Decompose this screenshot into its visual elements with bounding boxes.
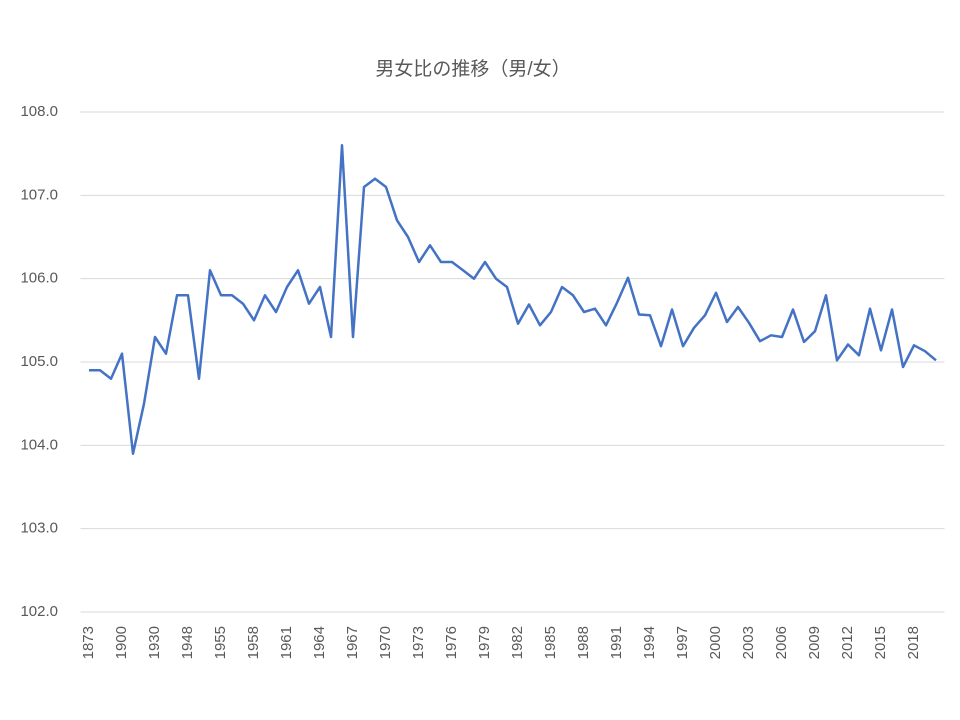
- y-tick-label: 108.0: [20, 103, 58, 120]
- y-tick-label: 104.0: [20, 436, 58, 453]
- x-tick-label: 1930: [146, 626, 163, 659]
- x-tick-label: 1964: [311, 626, 328, 659]
- x-tick-label: 1961: [278, 626, 295, 659]
- x-tick-label: 2000: [707, 626, 724, 659]
- y-tick-label: 102.0: [20, 603, 58, 620]
- x-tick-label: 2015: [872, 626, 889, 659]
- y-tick-label: 106.0: [20, 270, 58, 287]
- x-tick-label: 1988: [575, 626, 592, 659]
- x-tick-label: 1997: [674, 626, 691, 659]
- x-tick-label: 1873: [80, 626, 97, 659]
- x-tick-label: 1976: [443, 626, 460, 659]
- x-tick-label: 1958: [245, 626, 262, 659]
- chart-title: 男女比の推移（男/女）: [375, 58, 570, 80]
- x-tick-label: 2009: [806, 626, 823, 659]
- x-tick-label: 1955: [212, 626, 229, 659]
- x-tick-label: 1970: [377, 626, 394, 659]
- y-tick-label: 107.0: [20, 186, 58, 203]
- x-tick-label: 1985: [542, 626, 559, 659]
- x-tick-label: 1979: [476, 626, 493, 659]
- y-tick-label: 103.0: [20, 520, 58, 537]
- x-tick-label: 1994: [641, 626, 658, 659]
- x-tick-label: 2003: [740, 626, 757, 659]
- x-tick-label: 2018: [905, 626, 922, 659]
- line-series: [89, 144, 937, 455]
- x-tick-label: 1973: [410, 626, 427, 659]
- x-tick-label: 1982: [509, 626, 526, 659]
- x-tick-label: 1991: [608, 626, 625, 659]
- x-tick-label: 1900: [113, 626, 130, 659]
- x-tick-label: 1967: [344, 626, 361, 659]
- x-tick-label: 1948: [179, 626, 196, 659]
- x-tick-label: 2006: [773, 626, 790, 659]
- y-tick-label: 105.0: [20, 353, 58, 370]
- x-tick-label: 2012: [839, 626, 856, 659]
